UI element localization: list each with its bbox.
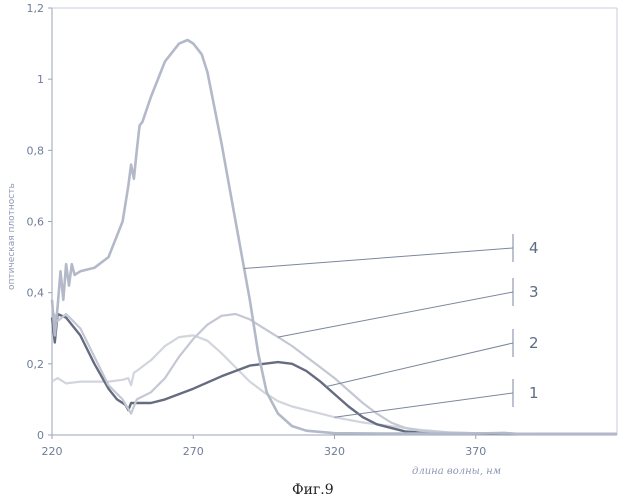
x-tick-label: 370 <box>465 445 486 458</box>
curve-label-2: 2 <box>529 334 539 352</box>
y-axis-title: оптическая плотность <box>7 183 17 290</box>
y-tick-label: 0,8 <box>27 144 45 157</box>
x-tick-label: 220 <box>42 445 63 458</box>
leader-line-4 <box>244 248 513 268</box>
series-line-4 <box>52 40 617 434</box>
y-tick-label: 0,2 <box>27 358 45 371</box>
figure-caption: Фиг.9 <box>292 482 334 498</box>
y-tick-label: 1,2 <box>27 2 45 15</box>
curve-label-leaders: 1 2 3 4 <box>244 234 538 417</box>
leader-line-3 <box>278 292 513 337</box>
y-tick-label: 0 <box>37 429 44 442</box>
x-tick-label: 270 <box>183 445 204 458</box>
curve-label-4: 4 <box>529 239 539 257</box>
y-tick-label: 1 <box>37 73 44 86</box>
leader-line-2 <box>326 343 513 387</box>
curve-label-1: 1 <box>529 384 539 402</box>
x-axis-title: длина волны, нм <box>412 466 501 477</box>
x-tick-label: 320 <box>324 445 345 458</box>
y-tick-label: 0,4 <box>27 287 45 300</box>
curve-label-3: 3 <box>529 283 539 301</box>
y-tick-label: 0,6 <box>27 216 45 229</box>
leader-line-1 <box>335 393 514 417</box>
series-group <box>52 40 617 434</box>
ticks: 0 0,2 0,4 0,6 0,8 1 1,2 220 270 320 370 <box>27 2 487 458</box>
series-line-2 <box>52 314 617 434</box>
